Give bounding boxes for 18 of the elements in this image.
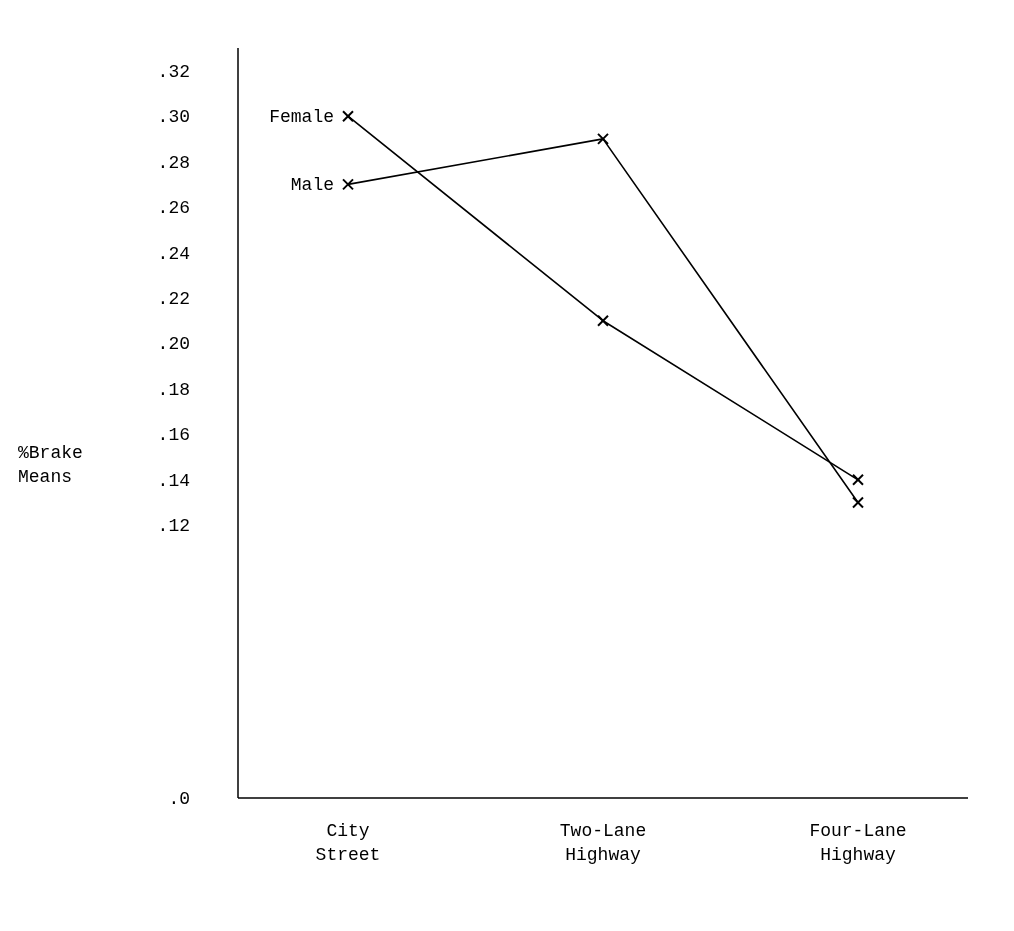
- x-tick-label: Four-Lane Highway: [809, 821, 907, 865]
- series-label: Female: [269, 107, 334, 128]
- y-tick-label: .18: [157, 379, 190, 400]
- y-tick-label: .26: [157, 198, 190, 219]
- y-axis-title: %Brake Means: [18, 443, 83, 487]
- x-tick-label: City Street: [315, 821, 381, 865]
- y-tick-label: .20: [157, 334, 190, 355]
- x-tick-label: Two-Lane Highway: [559, 821, 647, 865]
- y-tick-label: .30: [157, 107, 190, 128]
- y-tick-label: .0: [168, 789, 190, 809]
- y-tick-label: .12: [157, 516, 190, 537]
- y-tick-label: .22: [157, 289, 190, 309]
- y-tick-label: .16: [157, 425, 190, 446]
- y-tick-label: .14: [157, 470, 190, 491]
- y-tick-label: .32: [157, 61, 190, 82]
- series-label: Male: [290, 175, 334, 196]
- y-tick-label: .24: [157, 243, 190, 264]
- y-tick-label: .28: [157, 152, 190, 173]
